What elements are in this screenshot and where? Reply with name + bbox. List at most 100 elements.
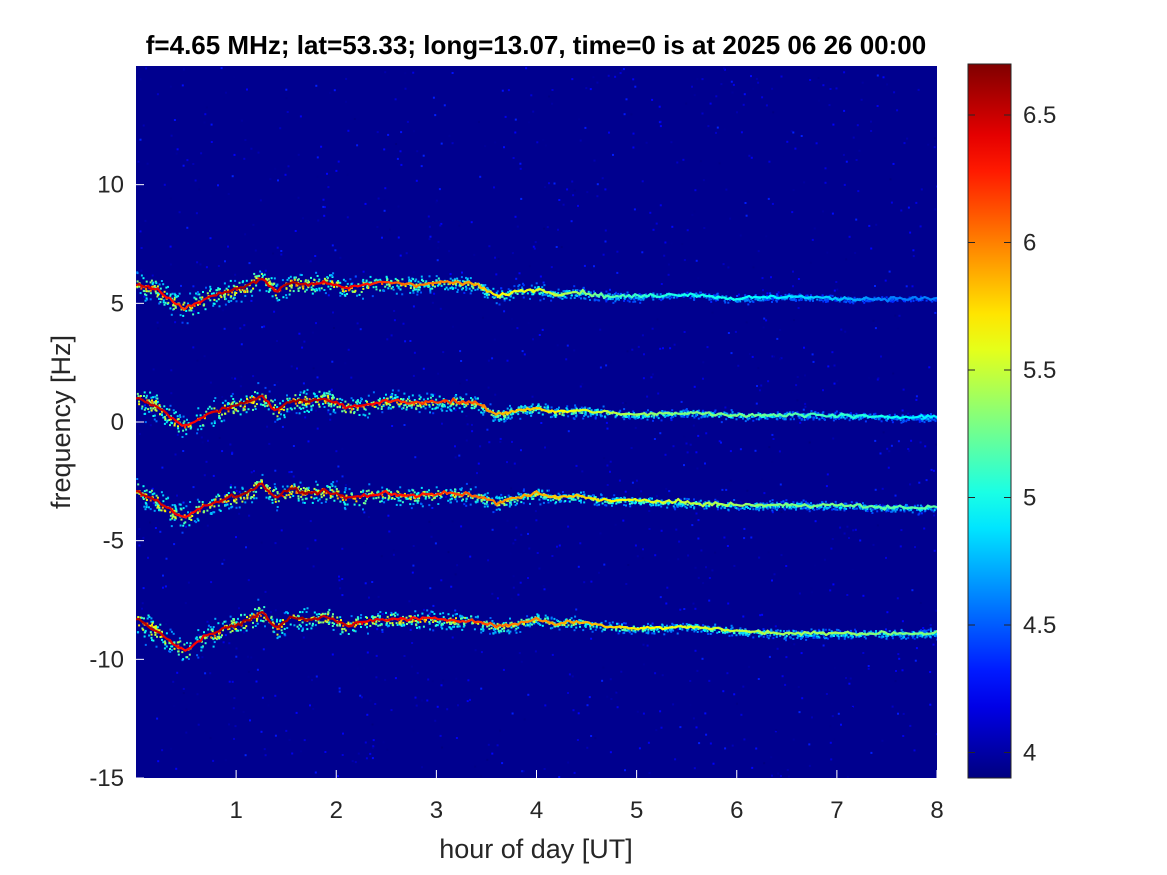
trace-pixel (507, 291, 510, 294)
noise-speckle (812, 360, 815, 363)
noise-speckle (204, 113, 207, 116)
trace-pixel (757, 412, 760, 415)
noise-speckle (621, 402, 624, 404)
trace-pixel (221, 401, 224, 404)
noise-speckle (646, 644, 649, 647)
noise-speckle (210, 123, 213, 126)
noise-speckle (139, 230, 142, 233)
noise-speckle (558, 544, 561, 547)
trace-pixel (866, 299, 869, 302)
trace-pixel (312, 284, 315, 287)
trace-pixel (483, 284, 486, 287)
trace-pixel (715, 299, 718, 302)
noise-speckle (225, 502, 228, 505)
noise-speckle (341, 578, 344, 580)
trace-pixel (508, 299, 511, 302)
noise-speckle (405, 252, 408, 255)
trace-pixel (293, 278, 296, 281)
noise-speckle (268, 442, 271, 445)
trace-pixel (587, 296, 590, 298)
noise-speckle (530, 94, 533, 97)
noise-speckle (350, 376, 353, 379)
noise-speckle (345, 100, 347, 103)
noise-speckle (609, 288, 611, 291)
noise-speckle (384, 187, 387, 190)
noise-speckle (892, 162, 895, 165)
noise-speckle (460, 525, 463, 528)
trace-pixel (829, 294, 832, 297)
noise-speckle (346, 216, 349, 219)
noise-speckle (930, 468, 933, 471)
trace-pixel (441, 409, 444, 412)
trace-pixel (136, 271, 139, 274)
noise-speckle (744, 202, 747, 204)
noise-speckle (665, 487, 668, 490)
trace-pixel (158, 404, 161, 407)
noise-speckle (404, 72, 407, 75)
trace-pixel (224, 303, 227, 306)
noise-speckle (331, 244, 334, 247)
noise-speckle (413, 351, 416, 354)
noise-speckle (224, 759, 227, 762)
trace-pixel (182, 314, 185, 317)
trace-pixel (306, 388, 309, 391)
trace-pixel (364, 399, 367, 402)
trace-pixel (358, 414, 361, 416)
noise-speckle (174, 453, 177, 456)
trace-pixel (701, 415, 704, 418)
noise-speckle (917, 88, 920, 91)
trace-pixel (609, 298, 612, 301)
noise-speckle (716, 126, 719, 129)
noise-speckle (912, 249, 915, 252)
noise-speckle (586, 746, 589, 749)
noise-speckle (302, 636, 305, 639)
trace-pixel (752, 301, 755, 303)
noise-speckle (288, 410, 291, 413)
trace-pixel (366, 285, 369, 287)
trace-pixel (165, 421, 168, 424)
trace-pixel (773, 296, 776, 299)
trace-pixel (431, 287, 434, 290)
trace-pixel (300, 280, 302, 283)
trace-pixel (633, 416, 636, 419)
noise-speckle (221, 450, 224, 453)
noise-speckle (238, 490, 241, 493)
trace-pixel (252, 408, 254, 411)
noise-speckle (583, 581, 586, 584)
noise-speckle (932, 469, 935, 472)
noise-speckle (376, 131, 379, 134)
trace-pixel (286, 397, 289, 400)
noise-speckle (557, 228, 559, 231)
noise-speckle (491, 592, 494, 595)
noise-speckle (867, 667, 870, 670)
trace-pixel (729, 298, 731, 301)
noise-speckle (145, 67, 148, 70)
trace-pixel (443, 403, 446, 406)
trace-pixel (424, 282, 427, 285)
trace-pixel (549, 293, 552, 296)
trace-pixel (802, 413, 805, 416)
trace-pixel (547, 294, 550, 297)
trace-pixel (364, 408, 367, 411)
trace-pixel (327, 409, 330, 412)
noise-speckle (235, 647, 238, 650)
noise-speckle (291, 752, 294, 755)
trace-pixel (211, 292, 213, 295)
noise-speckle (232, 660, 235, 663)
noise-speckle (146, 162, 149, 165)
trace-pixel (492, 420, 495, 422)
trace-pixel (221, 413, 223, 416)
noise-speckle (427, 215, 430, 218)
trace-pixel (793, 298, 796, 300)
trace-pixel (356, 399, 359, 402)
noise-speckle (724, 747, 727, 750)
noise-speckle (411, 642, 414, 644)
trace-pixel (619, 501, 622, 504)
trace-pixel (891, 418, 894, 420)
trace-pixel (456, 277, 459, 280)
noise-speckle (892, 372, 895, 375)
noise-speckle (742, 103, 745, 106)
trace-pixel (623, 418, 626, 421)
trace-pixel (596, 408, 599, 411)
noise-speckle (390, 334, 393, 337)
